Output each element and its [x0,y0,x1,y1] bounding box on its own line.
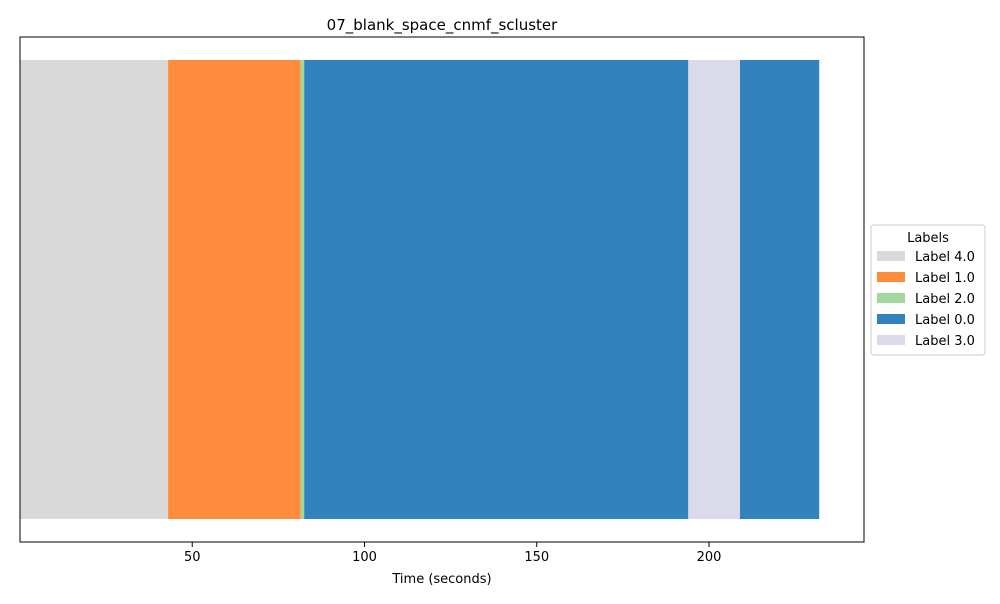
plot-frame [19,36,865,543]
segment-3 [304,60,689,519]
segment-4 [688,60,740,519]
legend-title: Labels [907,231,949,246]
x-axis-label: Time (seconds) [391,572,491,587]
segment-5 [739,60,820,519]
legend-swatch [877,314,905,324]
x-tick-label: 150 [524,550,549,565]
chart-title: 07_blank_space_cnmf_scluster [327,16,558,35]
legend-label: Label 2.0 [915,292,975,307]
x-tick-label: 50 [184,550,201,565]
segment-2 [300,60,305,519]
legend-label: Label 1.0 [915,271,975,286]
x-axis-ticks: 50 100 150 200 [184,542,721,565]
segment-0 [20,60,169,519]
legend-swatch [877,293,905,303]
legend-swatch [877,335,905,345]
legend-swatch [877,272,905,282]
legend-label: Label 3.0 [915,334,975,349]
legend-label: Label 4.0 [915,250,975,265]
x-tick-label: 200 [697,550,722,565]
segments-layer [20,60,820,519]
legend-swatch [877,251,905,261]
legend-label: Label 0.0 [915,313,975,328]
legend: Labels Label 4.0 Label 1.0 Label 2.0 Label … [870,224,986,356]
x-tick-label: 100 [352,550,377,565]
segment-1 [168,60,301,519]
